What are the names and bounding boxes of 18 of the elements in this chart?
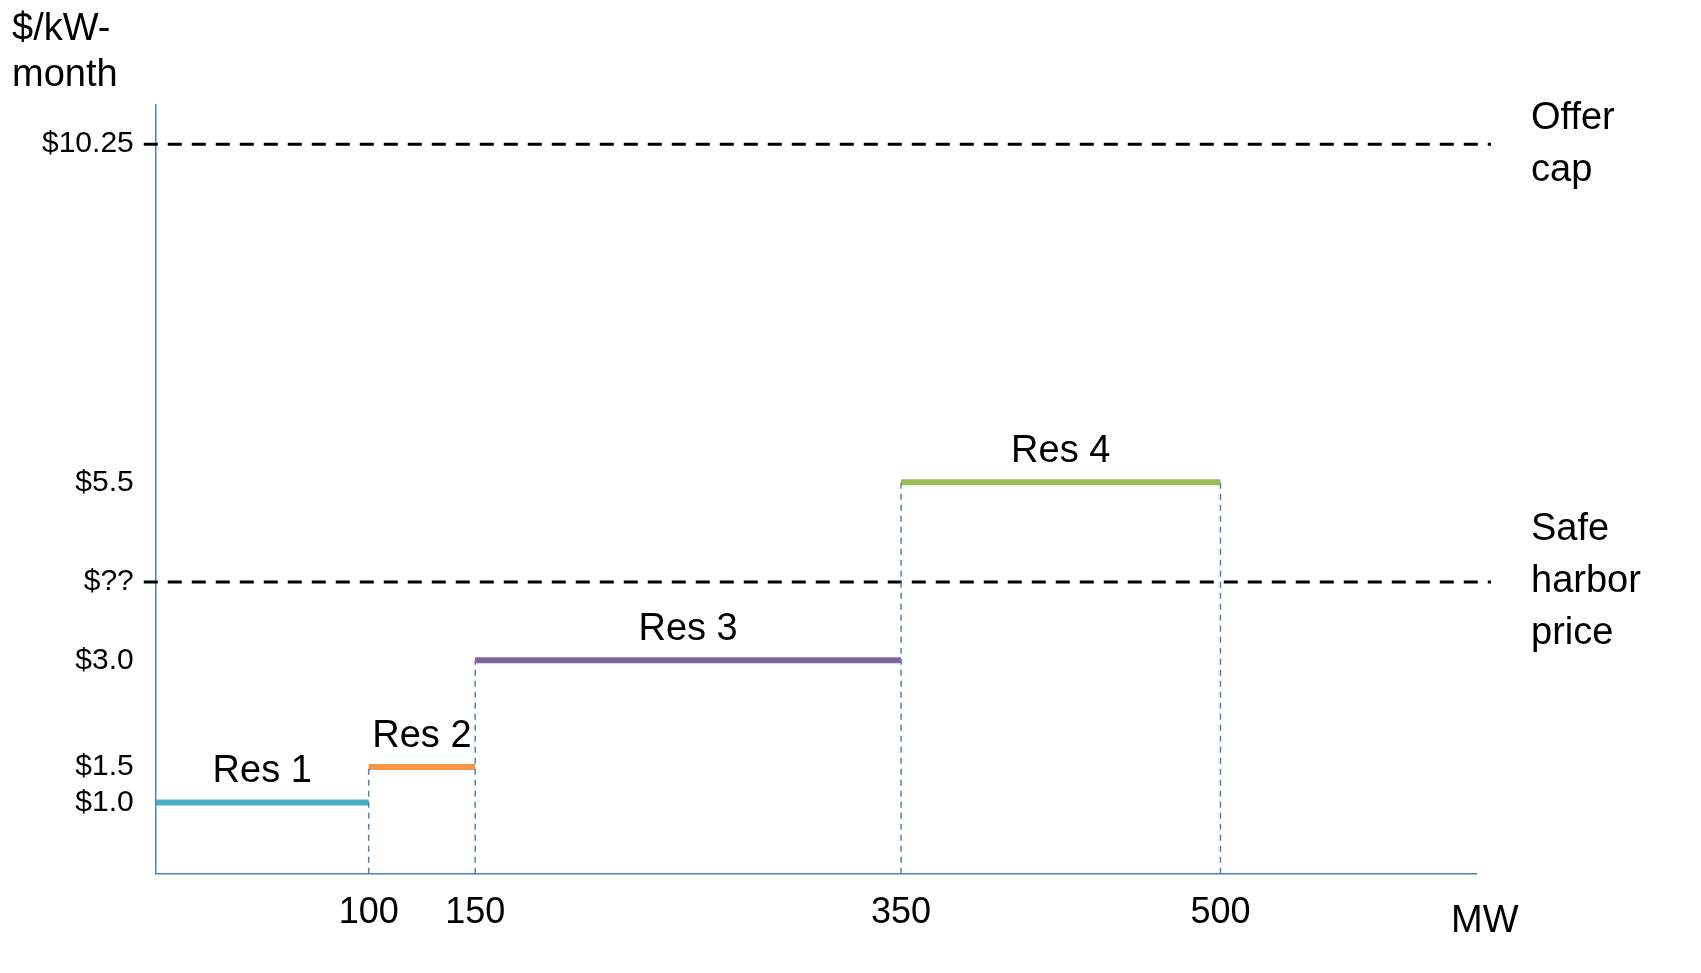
series-label: Res 3	[638, 605, 738, 648]
x-axis-title: MW	[1451, 897, 1519, 941]
series-label: Res 1	[212, 748, 312, 791]
x-tick-label: 150	[445, 890, 506, 932]
y-tick-label: $??	[83, 563, 134, 597]
y-tick-label: $1.5	[75, 748, 134, 782]
x-tick-label: 350	[871, 890, 932, 932]
y-tick-label: $1.0	[75, 783, 134, 817]
y-tick-label: $3.0	[75, 641, 134, 675]
ref-line-label: Offer cap	[1531, 94, 1616, 189]
x-tick-label: 500	[1190, 890, 1251, 932]
y-tick-label: $5.5	[75, 463, 134, 497]
series-label: Res 2	[372, 712, 472, 755]
y-axis-title: $/kW-month	[12, 5, 119, 96]
y-tick-label: $10.25	[41, 125, 134, 159]
ref-line-label: Safe harbor price	[1531, 506, 1642, 653]
x-tick-label: 100	[338, 890, 399, 932]
series-label: Res 4	[1011, 427, 1111, 470]
